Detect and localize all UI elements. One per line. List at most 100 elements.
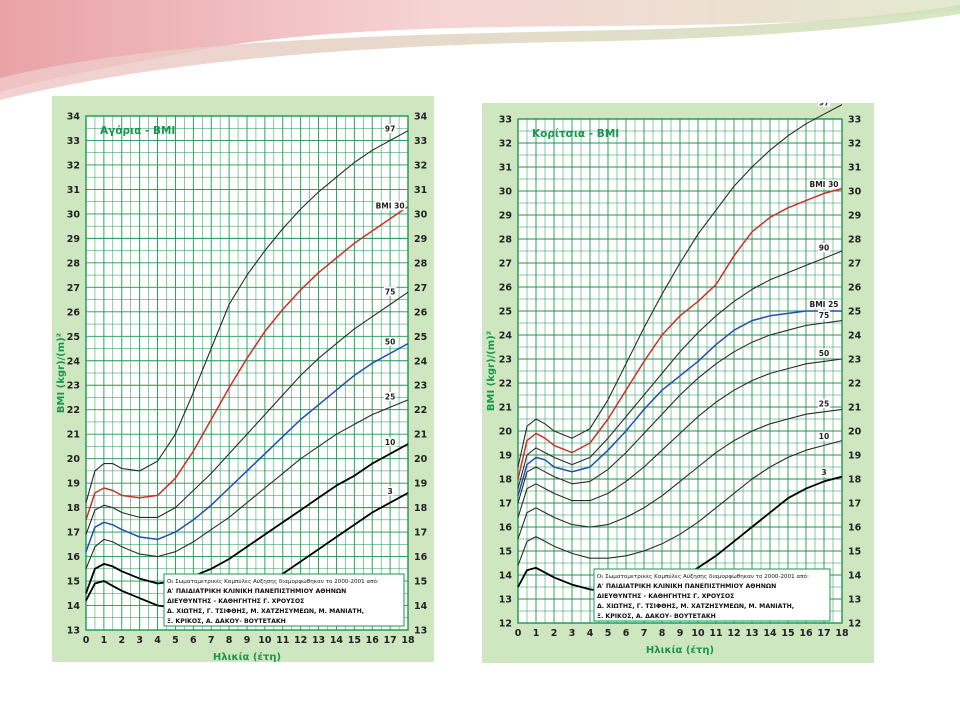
curve-label: 3 bbox=[388, 487, 393, 496]
y-tick-label-right: 25 bbox=[848, 307, 861, 318]
y-tick-label-right: 26 bbox=[848, 283, 862, 294]
y-tick-label-right: 16 bbox=[848, 523, 862, 534]
series-line-bmi-30 bbox=[85, 205, 409, 521]
y-tick-label: 25 bbox=[67, 332, 80, 343]
curve-label-bg bbox=[817, 399, 831, 409]
y-tick-label-right: 30 bbox=[414, 209, 428, 220]
x-tick-label: 4 bbox=[154, 635, 161, 646]
curve-label: 90 bbox=[819, 244, 829, 253]
y-tick-label-right: 20 bbox=[414, 454, 428, 465]
x-tick-label: 18 bbox=[401, 635, 415, 646]
y-tick-label-right: 32 bbox=[848, 139, 861, 150]
y-tick-label: 24 bbox=[499, 331, 513, 342]
curve-label: BMI 25 bbox=[809, 300, 838, 309]
y-tick-label-right: 13 bbox=[848, 595, 861, 606]
credits-note-line: Οι Σωματομετρικές Καμπύλες Αύξησης διαμο… bbox=[597, 573, 809, 580]
series-line-25 bbox=[517, 408, 843, 540]
x-tick-label: 14 bbox=[330, 635, 344, 646]
credits-note-line: ΔΙΕΥΘΥΝΤΗΣ - ΚΑΘΗΓΗΤΗΣ Γ. ΧΡΟΥΣΟΣ bbox=[167, 598, 304, 605]
y-tick-label: 24 bbox=[67, 356, 81, 367]
credits-note-line: Οι Σωματομετρικές Καμπύλες Αύξησης διαμο… bbox=[167, 578, 379, 585]
series-line-75 bbox=[85, 291, 409, 535]
y-tick-label: 32 bbox=[499, 139, 512, 150]
x-tick-label: 14 bbox=[763, 628, 777, 639]
curve-label: BMI 30 bbox=[376, 202, 405, 211]
curve-label-bg bbox=[817, 243, 831, 253]
y-tick-label: 31 bbox=[499, 163, 512, 174]
y-tick-label-right: 31 bbox=[414, 185, 427, 196]
y-tick-label: 13 bbox=[499, 595, 512, 606]
y-tick-label-right: 26 bbox=[414, 307, 428, 318]
y-tick-label-right: 32 bbox=[414, 160, 427, 171]
y-tick-label-right: 30 bbox=[848, 187, 862, 198]
y-tick-label: 15 bbox=[67, 577, 80, 588]
curve-label: 10 bbox=[385, 438, 395, 447]
series-line-50 bbox=[85, 342, 409, 552]
chart-title: Αγόρια - BMI bbox=[100, 125, 175, 137]
x-tick-label: 7 bbox=[641, 628, 648, 639]
girls-bmi-chart: 12 12 13 13 14 14 15 15 16 16 17 17 18 18 19 19 20 20 21 21… bbox=[482, 103, 874, 663]
x-tick-label: 8 bbox=[226, 635, 233, 646]
curve-label-bg bbox=[820, 467, 828, 477]
x-tick-label: 10 bbox=[691, 628, 705, 639]
x-tick-label: 9 bbox=[677, 628, 684, 639]
y-tick-label: 33 bbox=[67, 136, 80, 147]
plot-border bbox=[517, 118, 843, 624]
series-curves bbox=[85, 130, 409, 609]
x-axis-title: Ηλικία (έτη) bbox=[646, 644, 714, 656]
y-tick-label: 26 bbox=[499, 283, 513, 294]
curve-label-bg bbox=[808, 179, 840, 189]
x-tick-label: 9 bbox=[244, 635, 251, 646]
y-tick-label: 21 bbox=[67, 430, 80, 441]
curve-label-bg bbox=[384, 124, 397, 134]
y-tick-label: 31 bbox=[67, 185, 80, 196]
y-tick-label: 18 bbox=[499, 475, 513, 486]
curve-label-bg bbox=[384, 286, 397, 296]
series-line-10 bbox=[85, 443, 409, 594]
y-tick-label-right: 18 bbox=[414, 503, 428, 514]
x-tick-label: 17 bbox=[383, 635, 396, 646]
credits-note-line: Ξ. ΚΡΙΚΟΣ, Α. ΔΑΚΟΥ- ΒΟΥΤΕΤΑΚΗ bbox=[597, 613, 716, 620]
x-tick-label: 17 bbox=[817, 628, 830, 639]
credits-note-line: Α' ΠΑΙΔΙΑΤΡΙΚΗ ΚΛΙΝΙΚΗ ΠΑΝΕΠΙΣΤΗΜΙΟΥ ΑΘΗ… bbox=[597, 583, 776, 590]
curve-label: 75 bbox=[819, 311, 829, 320]
y-tick-label-right: 23 bbox=[848, 355, 861, 366]
y-tick-label-right: 16 bbox=[414, 552, 428, 563]
y-tick-label-right: 34 bbox=[414, 112, 428, 123]
credits-note-box bbox=[163, 573, 405, 627]
x-tick-label: 6 bbox=[190, 635, 197, 646]
x-tick-label: 7 bbox=[208, 635, 215, 646]
x-tick-label: 12 bbox=[294, 635, 307, 646]
y-tick-label-right: 33 bbox=[414, 136, 427, 147]
y-tick-label-right: 23 bbox=[414, 381, 427, 392]
x-tick-label: 3 bbox=[136, 635, 143, 646]
grid bbox=[85, 115, 409, 631]
y-tick-label: 33 bbox=[499, 115, 512, 126]
x-tick-label: 15 bbox=[781, 628, 794, 639]
y-tick-label: 29 bbox=[67, 234, 80, 245]
y-tick-label: 27 bbox=[499, 259, 512, 270]
y-tick-label-right: 27 bbox=[848, 259, 861, 270]
x-tick-label: 11 bbox=[709, 628, 722, 639]
y-tick-label-right: 28 bbox=[414, 258, 428, 269]
y-tick-label-right: 13 bbox=[414, 626, 427, 637]
y-tick-label-right: 24 bbox=[414, 356, 428, 367]
y-tick-label-right: 15 bbox=[848, 547, 861, 558]
series-line-bmi-25 bbox=[517, 310, 842, 497]
y-tick-label: 16 bbox=[67, 552, 81, 563]
y-tick-label: 13 bbox=[67, 626, 80, 637]
series-line-10 bbox=[517, 440, 843, 566]
curve-label-bg bbox=[817, 431, 831, 441]
curve-label: 75 bbox=[385, 287, 395, 296]
y-tick-label: 19 bbox=[499, 451, 512, 462]
y-tick-label-right: 19 bbox=[414, 479, 427, 490]
y-tick-label-right: 28 bbox=[848, 235, 862, 246]
y-tick-label-right: 17 bbox=[414, 528, 427, 539]
y-tick-label: 19 bbox=[67, 479, 80, 490]
curve-label-bg bbox=[386, 486, 394, 496]
x-tick-label: 1 bbox=[533, 628, 540, 639]
curve-label: 25 bbox=[385, 393, 395, 402]
x-tick-label: 12 bbox=[727, 628, 740, 639]
